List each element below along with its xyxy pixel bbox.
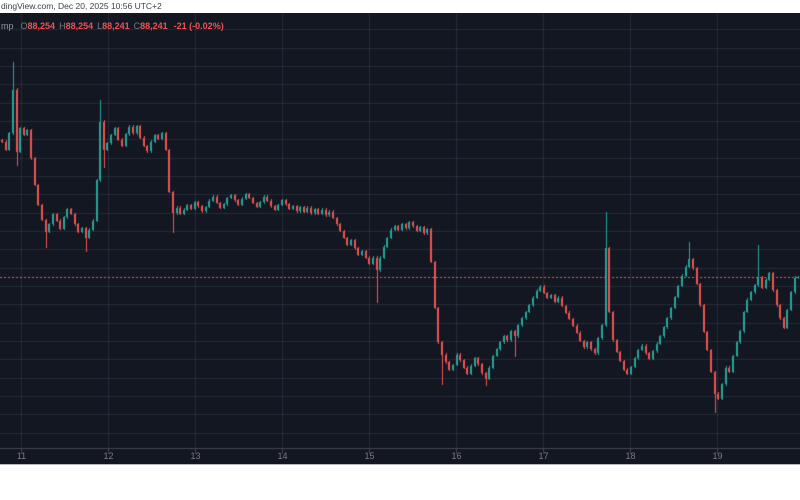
time-axis-label: 19 <box>712 451 723 461</box>
low-value: 88,241 <box>102 21 130 31</box>
symbol-fragment: mp <box>1 21 14 31</box>
time-axis-label: 12 <box>103 451 114 461</box>
candlestick-chart-canvas[interactable] <box>0 13 800 464</box>
high-value: 88,254 <box>65 21 94 31</box>
time-axis-label: 11 <box>16 451 27 461</box>
bottom-margin <box>0 465 800 500</box>
time-axis-label: 13 <box>190 451 201 461</box>
low-label: L <box>97 21 103 31</box>
watermark-text: dingView.com, Dec 20, 2025 10:56 UTC+2 <box>1 1 162 11</box>
high-label: H <box>59 21 66 31</box>
time-axis-label: 14 <box>277 451 288 461</box>
time-axis-label: 17 <box>538 451 549 461</box>
open-label: O <box>20 21 28 31</box>
open-value: 88,254 <box>27 21 56 31</box>
time-axis-label: 15 <box>364 451 375 461</box>
close-value: 88,241 <box>140 21 168 31</box>
time-axis[interactable]: 11 12 13 14 15 16 17 18 19 <box>0 451 800 464</box>
chart-region[interactable]: mp O88,254 H88,254 L88,241 C88,241 -21 (-0.02… <box>0 13 800 465</box>
time-axis-label: 18 <box>625 451 636 461</box>
close-label: C <box>133 21 141 31</box>
watermark-strip: dingView.com, Dec 20, 2025 10:56 UTC+2 <box>0 0 800 13</box>
ohlc-legend: mp O88,254 H88,254 L88,241 C88,241 -21 (-0.02… <box>1 21 224 32</box>
change-value: -21 (-0.02%) <box>173 21 224 31</box>
time-axis-label: 16 <box>451 451 462 461</box>
